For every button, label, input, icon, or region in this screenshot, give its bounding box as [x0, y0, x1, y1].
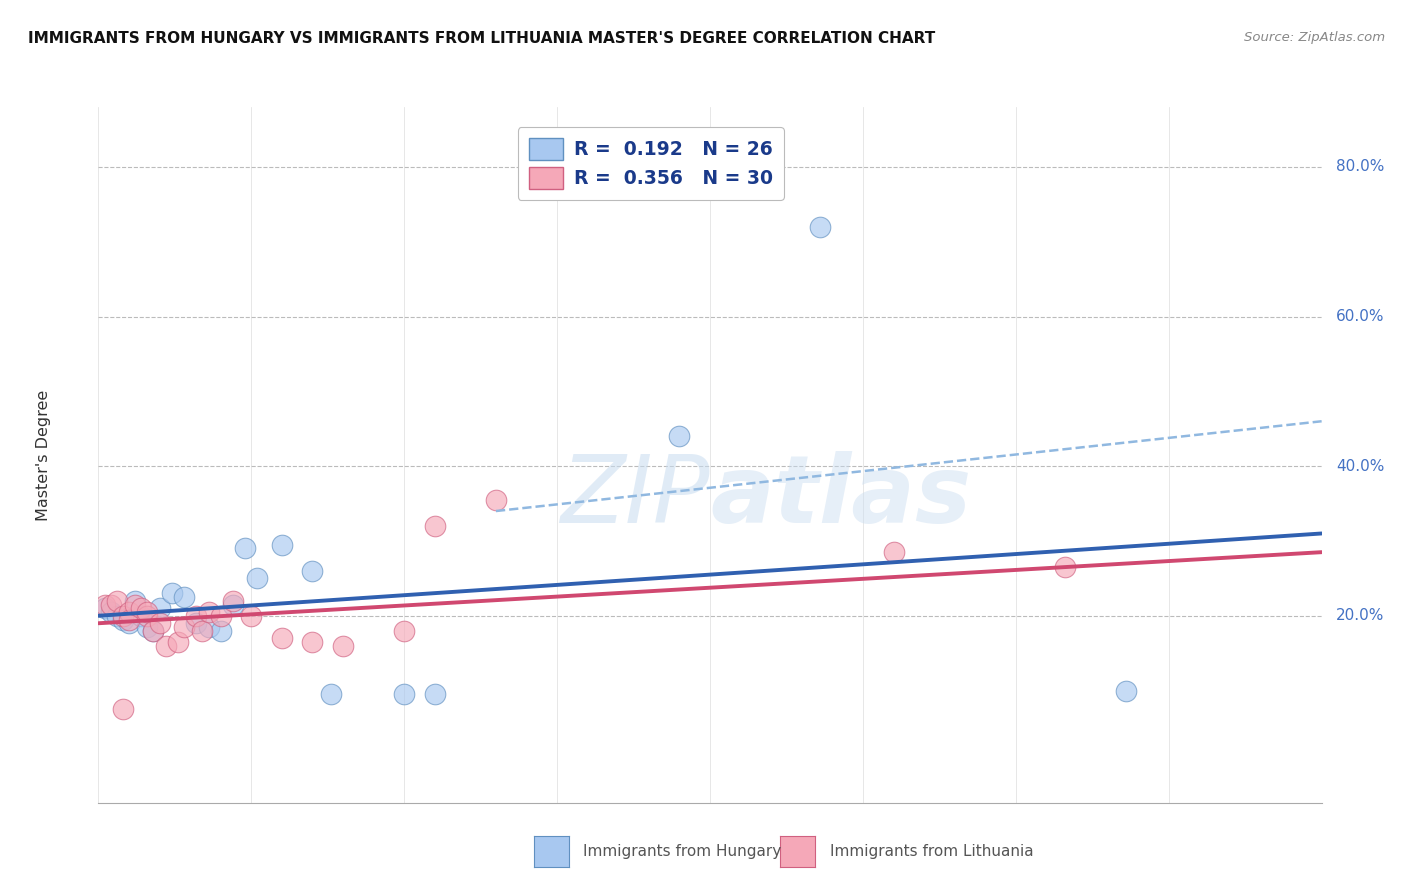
Point: [222, 598, 245, 612]
Legend: R =  0.192   N = 26, R =  0.356   N = 30: R = 0.192 N = 26, R = 0.356 N = 30: [517, 127, 785, 200]
Point: [883, 545, 905, 559]
Point: [209, 608, 232, 623]
Text: IMMIGRANTS FROM HUNGARY VS IMMIGRANTS FROM LITHUANIA MASTER'S DEGREE CORRELATION: IMMIGRANTS FROM HUNGARY VS IMMIGRANTS FR…: [28, 31, 935, 46]
Point: [233, 541, 256, 556]
Point: [668, 429, 690, 443]
Point: [167, 635, 190, 649]
Point: [160, 586, 183, 600]
Point: [808, 219, 831, 234]
Point: [1115, 683, 1137, 698]
Point: [142, 624, 165, 638]
Point: [111, 608, 134, 623]
Text: atlas: atlas: [710, 450, 972, 542]
Point: [423, 687, 446, 701]
Point: [197, 620, 219, 634]
Point: [111, 702, 134, 716]
Point: [392, 687, 416, 701]
Point: [240, 608, 263, 623]
Point: [129, 601, 152, 615]
Point: [142, 624, 165, 638]
Point: [100, 598, 122, 612]
Point: [392, 624, 416, 638]
Text: 40.0%: 40.0%: [1336, 458, 1385, 474]
Point: [423, 519, 446, 533]
Point: [124, 598, 146, 612]
Point: [93, 601, 115, 615]
Point: [105, 594, 128, 608]
Point: [246, 571, 269, 585]
Point: [1053, 560, 1076, 574]
Point: [301, 635, 323, 649]
Point: [105, 608, 128, 623]
Point: [136, 620, 159, 634]
Point: [332, 639, 354, 653]
Text: 80.0%: 80.0%: [1336, 160, 1385, 175]
Text: ZIP: ZIP: [561, 451, 710, 542]
Point: [186, 608, 208, 623]
Point: [191, 624, 214, 638]
Point: [118, 616, 141, 631]
Point: [301, 564, 323, 578]
Point: [149, 601, 172, 615]
Point: [270, 631, 292, 645]
Point: [173, 620, 195, 634]
Point: [118, 605, 141, 619]
Point: [319, 687, 342, 701]
Point: [93, 598, 115, 612]
Point: [155, 639, 177, 653]
Point: [149, 616, 172, 631]
Point: [173, 590, 195, 604]
Point: [209, 624, 232, 638]
Point: [129, 608, 152, 623]
Point: [186, 616, 208, 631]
Text: Immigrants from Hungary: Immigrants from Hungary: [583, 845, 782, 859]
Point: [485, 492, 508, 507]
Point: [270, 538, 292, 552]
Text: 20.0%: 20.0%: [1336, 608, 1385, 624]
Text: Source: ZipAtlas.com: Source: ZipAtlas.com: [1244, 31, 1385, 45]
Text: 60.0%: 60.0%: [1336, 309, 1385, 324]
Point: [100, 605, 122, 619]
Point: [118, 613, 141, 627]
Point: [197, 605, 219, 619]
Point: [111, 613, 134, 627]
Point: [222, 594, 245, 608]
Text: Master's Degree: Master's Degree: [37, 389, 51, 521]
Point: [124, 594, 146, 608]
Point: [136, 605, 159, 619]
Point: [136, 608, 159, 623]
Text: Immigrants from Lithuania: Immigrants from Lithuania: [830, 845, 1033, 859]
